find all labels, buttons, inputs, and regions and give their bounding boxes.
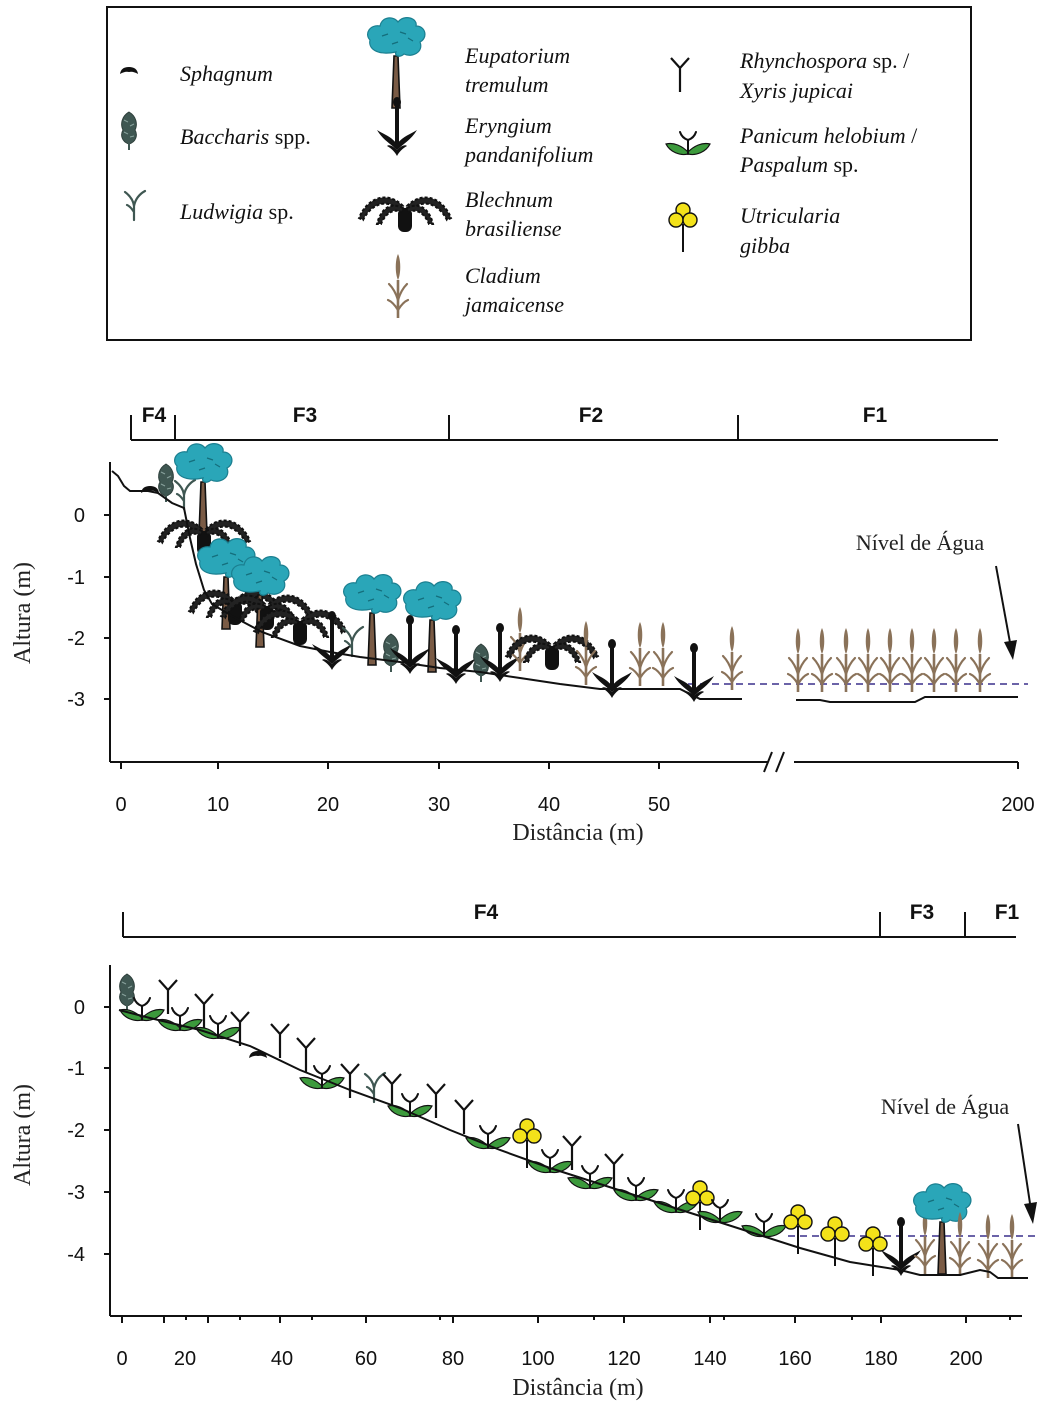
- legend-label-ludwigia: Ludwigia sp.: [179, 199, 294, 224]
- panel-1-water-arrow: [995, 565, 1017, 660]
- panel-2-xtick-140: 140: [693, 1348, 726, 1370]
- panel-1-ytick-2: -2: [67, 628, 85, 650]
- panel-2-xtick-80: 80: [442, 1348, 464, 1370]
- panel-1-y-axis-label: Altura (m): [10, 562, 36, 664]
- legend-label-eupatorium-line2: tremulum: [465, 72, 549, 97]
- legend-label-blechnum-line2: brasiliense: [465, 216, 562, 241]
- legend-label-panicum-line2: Paspalum sp.: [739, 152, 859, 177]
- legend-label-eupatorium-line1: Eupatorium: [464, 43, 570, 68]
- panel-1-ground-profile-f1: [796, 696, 1018, 703]
- panel-1-zone-f2: F2: [579, 404, 604, 427]
- panel-2-water-label: Nível de Água: [881, 1094, 1010, 1119]
- panel-2-xtick-100: 100: [521, 1348, 554, 1370]
- panel-2-ytick-2: -2: [67, 1120, 85, 1142]
- panel-2-xtick-160: 160: [778, 1348, 811, 1370]
- panel-1-ytick-1: -1: [67, 567, 85, 589]
- panel-2-ytick-3: -3: [67, 1182, 85, 1204]
- panel-2-ytick-1: -1: [67, 1058, 85, 1080]
- panel-2-plants: [118, 973, 1024, 1280]
- legend-label-utricularia-line1: Utricularia: [740, 203, 840, 228]
- legend-label-baccharis: Baccharis spp.: [180, 124, 311, 149]
- panel-1-x-axis-label: Distância (m): [512, 820, 643, 846]
- panel-1-xtick-20: 20: [317, 794, 339, 816]
- panel-1-ytick-0: 0: [74, 505, 85, 527]
- panel-2-water-arrow: [1017, 1123, 1037, 1224]
- panel-2-zone-f1: F1: [995, 901, 1020, 924]
- panel-1-zone-bar: [130, 415, 998, 441]
- panel-2-ground-profile: [118, 1009, 1028, 1279]
- panel-2-x-axis-label: Distância (m): [512, 1375, 643, 1401]
- panel-2-ytick-4: -4: [67, 1244, 85, 1266]
- legend-label-rhynchospora-line2: Xyris jupicai: [739, 78, 853, 103]
- panel-2-zone-f3: F3: [910, 901, 935, 924]
- panel-1-plants: [141, 442, 992, 702]
- panel-1: F4 F3 F2 F1 0 -1 -2 -3 0 10 20 30: [10, 404, 1035, 846]
- legend-label-utricularia-line2: gibba: [740, 233, 790, 258]
- panel-1-xtick-200: 200: [1001, 794, 1034, 816]
- legend-label-cladium-line1: Cladium: [465, 263, 541, 288]
- panel-1-xtick-30: 30: [428, 794, 450, 816]
- legend-label-rhynchospora-line1: Rhynchospora sp. /: [739, 48, 910, 73]
- panel-2-ytick-0: 0: [74, 997, 85, 1019]
- legend-label-sphagnum: Sphagnum: [180, 61, 273, 86]
- panel-1-xtick-40: 40: [538, 794, 560, 816]
- legend: Sphagnum Baccharis spp. Ludwigia sp. Eup…: [106, 6, 972, 341]
- panel-1-axes: [104, 462, 1019, 773]
- panel-2-xtick-40: 40: [271, 1348, 293, 1370]
- legend-label-cladium-line2: jamaicense: [462, 292, 564, 317]
- panel-1-ground-profile: [111, 470, 742, 700]
- panel-1-ytick-3: -3: [67, 689, 85, 711]
- panel-2-xtick-0: 0: [116, 1348, 127, 1370]
- panel-1-xtick-10: 10: [207, 794, 229, 816]
- panel-2-xtick-200: 200: [949, 1348, 982, 1370]
- panel-1-zone-f4: F4: [142, 404, 167, 427]
- panel-2-xtick-180: 180: [864, 1348, 897, 1370]
- panel-1-xtick-50: 50: [648, 794, 670, 816]
- panel-2-y-axis-label: Altura (m): [10, 1084, 36, 1186]
- panel-2: F4 F3 F1: [10, 901, 1040, 1401]
- panel-2-xtick-20: 20: [174, 1348, 196, 1370]
- legend-label-eryngium-line2: pandanifolium: [463, 142, 593, 167]
- panel-1-water-label: Nível de Água: [856, 530, 985, 555]
- panel-2-axes: [104, 965, 1022, 1323]
- legend-label-eryngium-line1: Eryngium: [464, 113, 552, 138]
- panel-1-xtick-0: 0: [115, 794, 126, 816]
- panel-1-zone-f3: F3: [293, 404, 318, 427]
- legend-frame: [106, 6, 972, 341]
- panel-2-xtick-60: 60: [355, 1348, 377, 1370]
- panel-2-zone-f4: F4: [474, 901, 499, 924]
- legend-label-blechnum-line1: Blechnum: [465, 187, 553, 212]
- panel-1-zone-f1: F1: [863, 404, 888, 427]
- legend-label-panicum-line1: Panicum helobium /: [739, 123, 918, 148]
- panel-2-xtick-120: 120: [607, 1348, 640, 1370]
- panel-2-zone-bar: [122, 912, 1016, 938]
